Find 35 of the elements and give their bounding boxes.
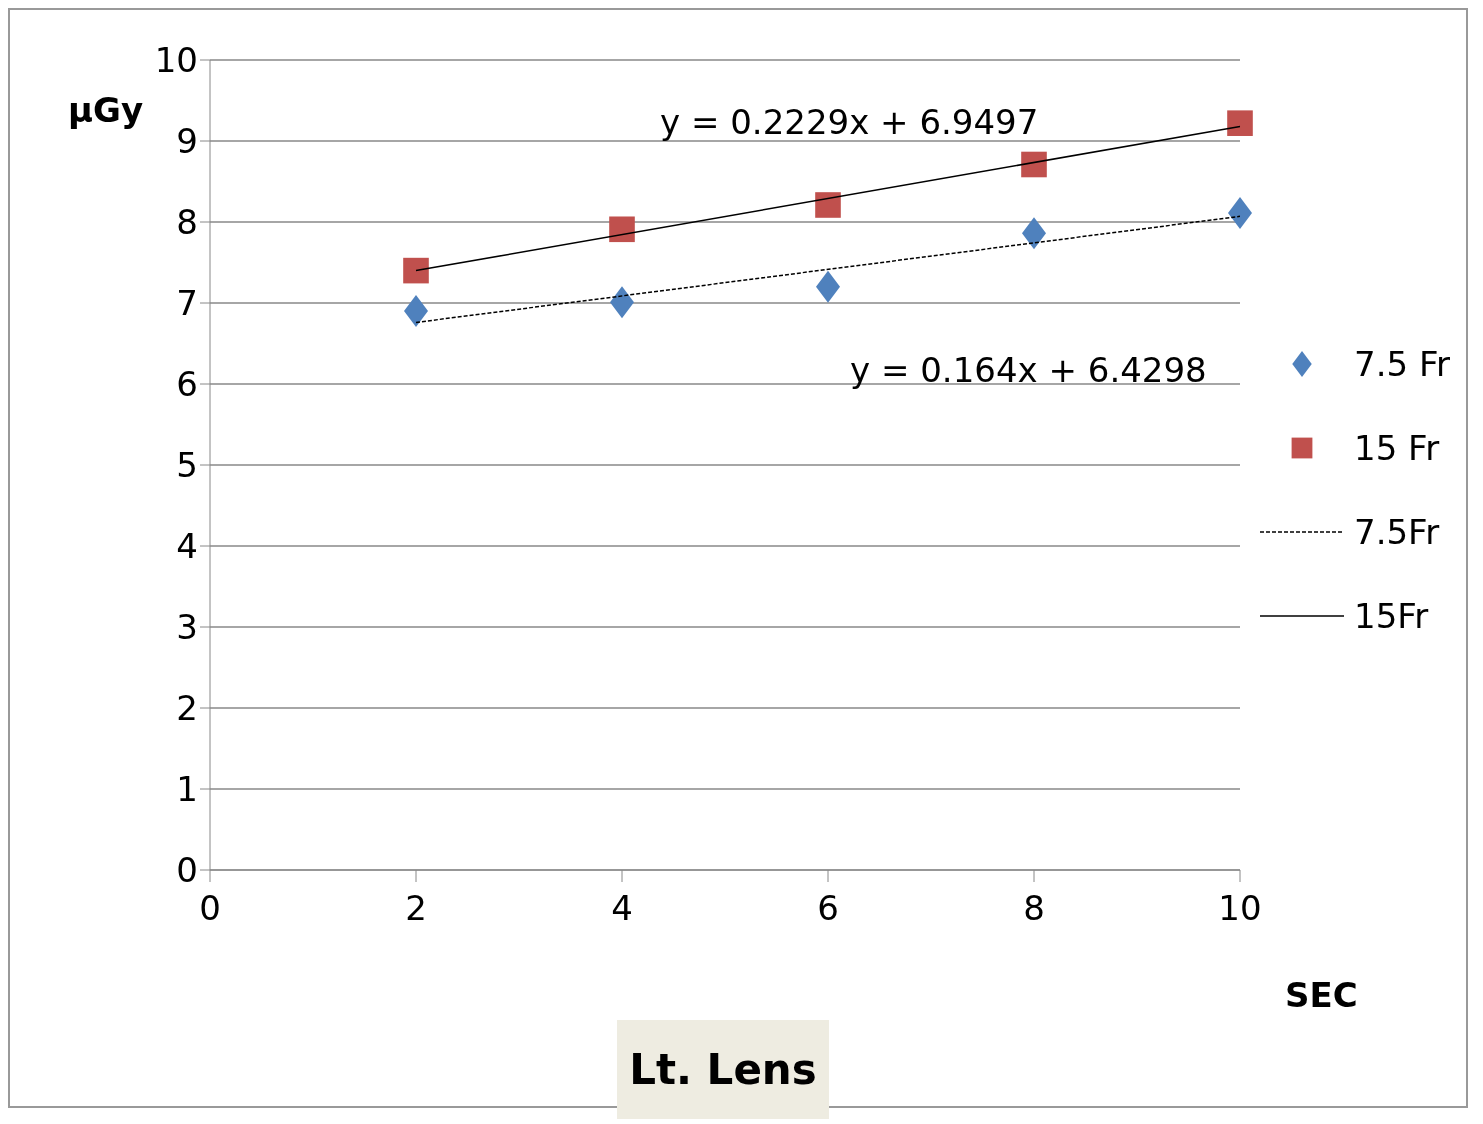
y-tick-label: 0 [176, 850, 198, 891]
x-tick-label: 10 [1218, 888, 1262, 929]
y-tick-label: 8 [176, 202, 198, 243]
y-tick-label: 9 [176, 121, 198, 162]
y-tick-label: 3 [176, 607, 198, 648]
x-tick-label: 6 [817, 888, 839, 929]
point [816, 270, 840, 303]
point [1228, 197, 1252, 230]
point [404, 295, 428, 328]
point [609, 216, 635, 243]
legend-label: 15 Fr [1354, 428, 1440, 468]
legend-label: 15Fr [1354, 596, 1429, 636]
annotation: y = 0.2229x + 6.9497 [660, 102, 1039, 142]
legend-label: 7.5Fr [1354, 512, 1440, 552]
text: Lt. Lens [617, 1020, 829, 1119]
point [1021, 151, 1047, 178]
point [403, 257, 429, 284]
y-tick-label: 2 [176, 688, 198, 729]
y-tick-label: 10 [154, 40, 198, 81]
y-tick-label: 5 [176, 445, 198, 486]
point [1227, 110, 1253, 136]
y-tick-label: 4 [176, 526, 198, 567]
y-tick-label: 6 [176, 364, 198, 405]
point [815, 192, 841, 218]
point [610, 286, 634, 319]
y-axis-title: μGy [68, 90, 144, 130]
annotation: y = 0.164x + 6.4298 [850, 350, 1207, 390]
legend-label: 7.5 Fr [1354, 344, 1450, 384]
point [1022, 217, 1046, 250]
x-tick-label: 4 [611, 888, 633, 929]
y-tick-label: 7 [176, 283, 198, 324]
x-axis-title: SEC [1285, 975, 1358, 1015]
x-tick-label: 2 [405, 888, 427, 929]
y-tick-label: 1 [176, 769, 198, 810]
x-tick-label: 8 [1023, 888, 1045, 929]
